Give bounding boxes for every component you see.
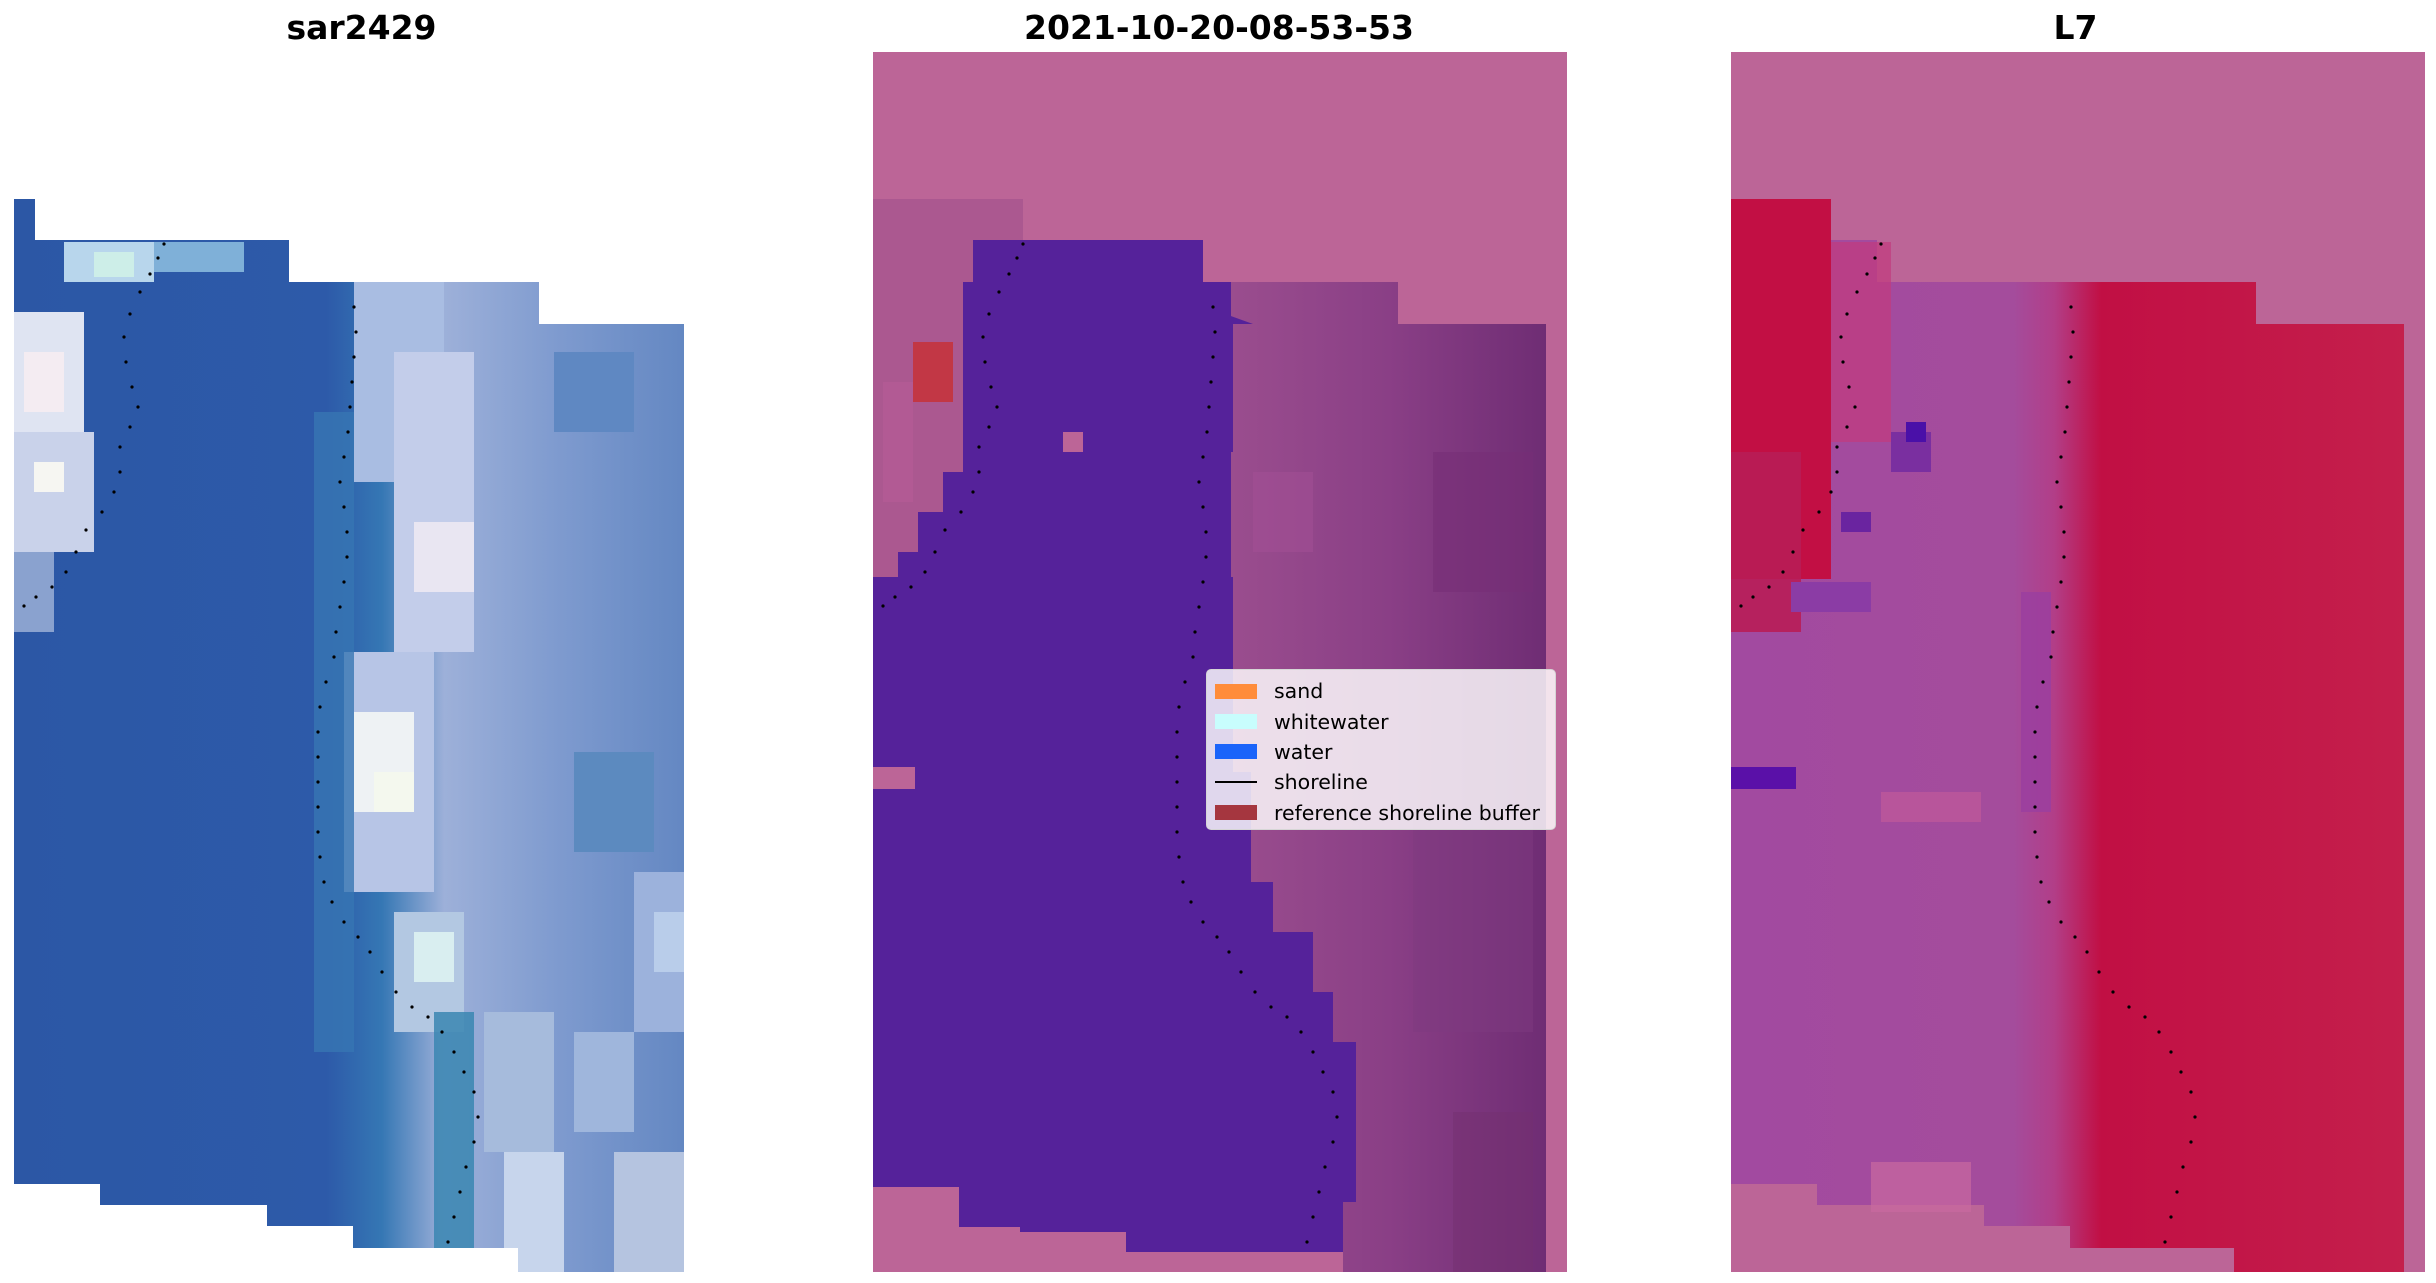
legend-swatch-shoreline: [1215, 781, 1257, 784]
legend-swatch-water: [1215, 744, 1257, 760]
panel-title-date: 2021-10-20-08-53-53: [1024, 8, 1414, 47]
legend-item-reference-shoreline-buffer: reference shoreline buffer: [1215, 798, 1547, 828]
legend-label-shoreline: shoreline: [1274, 770, 1368, 795]
legend-label-reference-shoreline-buffer: reference shoreline buffer: [1274, 800, 1540, 825]
panel-title-rgb: sar2429: [286, 8, 437, 47]
legend-swatch-reference-shoreline-buffer: [1215, 805, 1257, 821]
rgb-satellite-image: [14, 52, 708, 1272]
legend-item-sand: sand: [1215, 676, 1547, 706]
water-index-image: [1731, 52, 2425, 1272]
legend-label-water: water: [1274, 739, 1333, 764]
legend-label-sand: sand: [1274, 679, 1324, 704]
shoreline-dots: [1739, 242, 2197, 1244]
legend-swatch-sand: [1215, 683, 1257, 699]
shoreline-dots: [881, 242, 1339, 1244]
legend-item-whitewater: whitewater: [1215, 706, 1547, 736]
shoreline-dots: [22, 242, 480, 1244]
legend-item-shoreline: shoreline: [1215, 767, 1547, 797]
legend: sand whitewater water shoreline referenc…: [1206, 669, 1556, 830]
legend-swatch-whitewater: [1215, 714, 1257, 730]
classified-image: [873, 52, 1567, 1272]
legend-item-water: water: [1215, 737, 1547, 767]
panel-title-index: L7: [2053, 8, 2098, 47]
legend-label-whitewater: whitewater: [1274, 709, 1389, 734]
